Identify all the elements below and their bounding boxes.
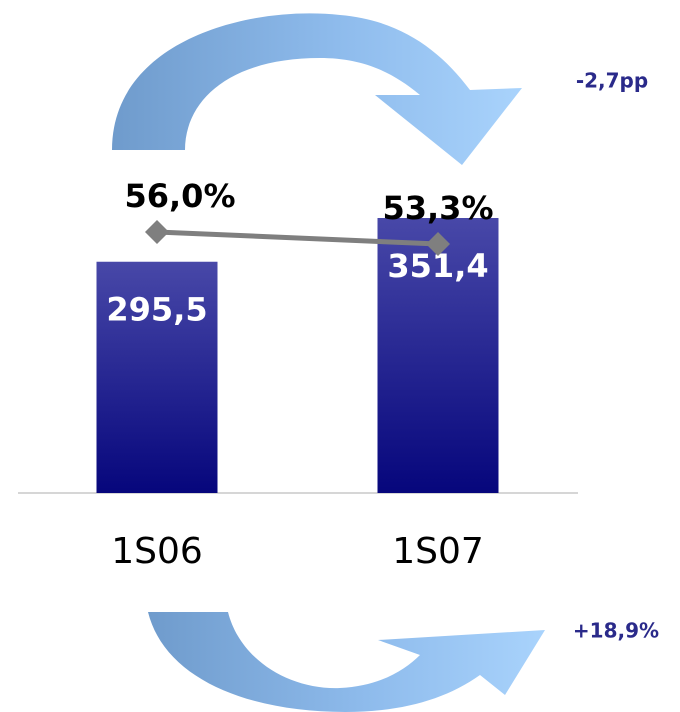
x-tick-label: 1S06	[111, 531, 203, 572]
annotation: -2,7pp	[576, 69, 648, 93]
bar	[96, 261, 218, 493]
bar-value-label: 295,5	[106, 291, 207, 329]
line-value-label: 56,0%	[124, 177, 235, 215]
annotation: +18,9%	[573, 619, 659, 643]
line-marker	[426, 232, 450, 256]
bar	[377, 218, 499, 493]
arrow-bottom	[148, 612, 545, 712]
line	[156, 229, 439, 247]
x-tick-label: 1S07	[392, 531, 484, 572]
line-marker	[145, 220, 169, 244]
arrow-top	[112, 13, 522, 165]
line-value-label: 53,3%	[382, 189, 493, 227]
